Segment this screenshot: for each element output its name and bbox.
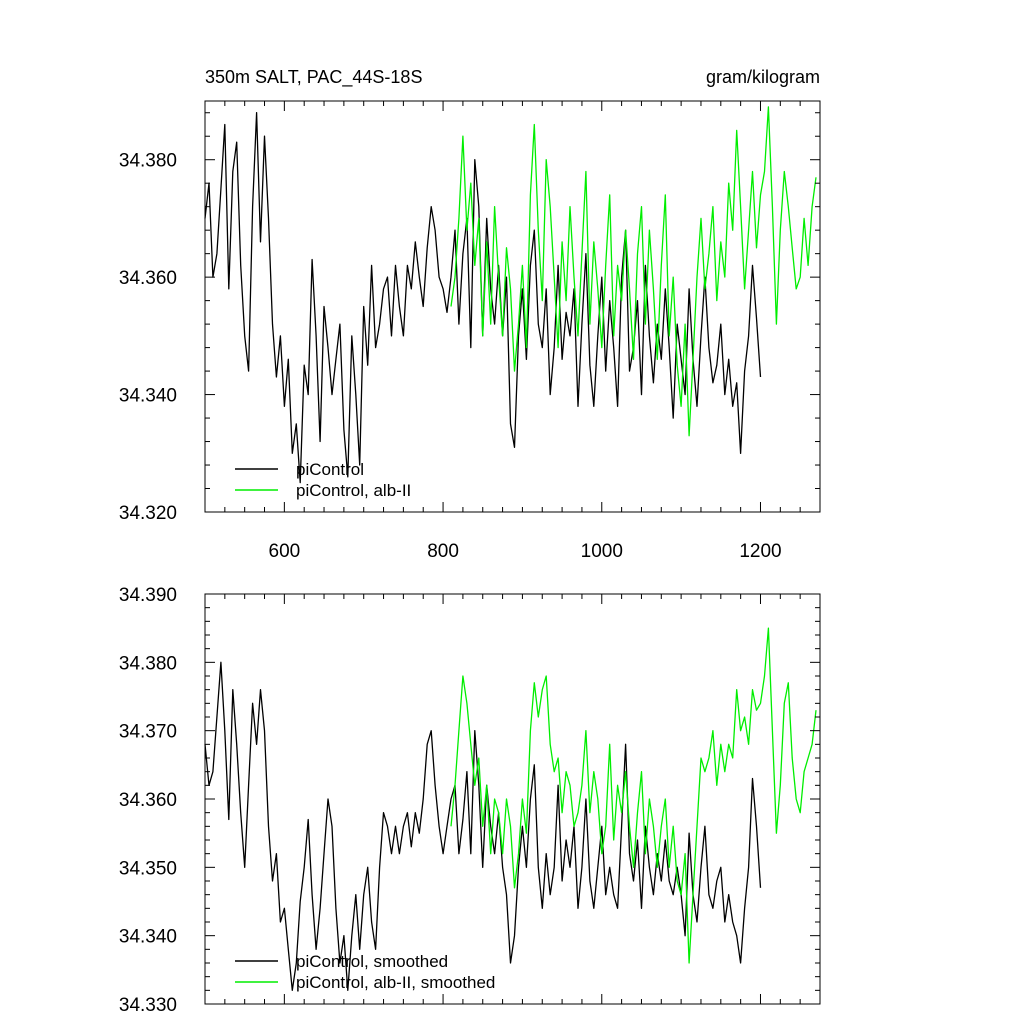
series-line-0-0 xyxy=(204,112,762,484)
series-line-0-1 xyxy=(450,106,817,437)
legend-label-alb-II-smoothed: piControl, alb-II, smoothed xyxy=(296,973,495,992)
top-plot-frame xyxy=(204,100,821,513)
units-label: gram/kilogram xyxy=(706,67,820,87)
chart-title: 350m SALT, PAC_44S-18S xyxy=(205,67,422,88)
x-tick-label: 1000 xyxy=(581,541,623,562)
y-tick-label: 34.360 xyxy=(119,790,177,811)
x-tick-label: 800 xyxy=(427,541,459,562)
y-tick-label: 34.330 xyxy=(119,995,177,1016)
top-series-group xyxy=(204,106,817,484)
top-panel: 350m SALT, PAC_44S-18S gram/kilogram 600… xyxy=(119,67,821,562)
bottom-series-group xyxy=(204,627,817,991)
legend-label-alb-II: piControl, alb-II xyxy=(296,481,411,500)
y-tick-label: 34.340 xyxy=(119,927,177,948)
x-tick-label: 600 xyxy=(269,541,301,562)
y-tick-label: 34.380 xyxy=(119,151,177,172)
y-tick-label: 34.380 xyxy=(119,653,177,674)
bottom-legend: piControl, smoothed piControl, alb-II, s… xyxy=(235,952,495,992)
top-legend: piControl piControl, alb-II xyxy=(235,460,411,500)
y-tick-label: 34.360 xyxy=(119,268,177,289)
y-tick-label: 34.320 xyxy=(119,503,177,524)
legend-label-piControl: piControl xyxy=(296,460,364,479)
x-tick-label: 1200 xyxy=(739,541,781,562)
bottom-panel: 34.330 34.340 34.350 34.360 34.370 34.380 34.3… xyxy=(119,585,821,1016)
y-tick-label: 34.340 xyxy=(119,386,177,407)
series-line-1-1 xyxy=(450,627,817,964)
legend-label-smoothed: piControl, smoothed xyxy=(296,952,448,971)
y-tick-label: 34.370 xyxy=(119,722,177,743)
y-tick-label: 34.350 xyxy=(119,858,177,879)
bottom-axis-ticks: 34.330 34.340 34.350 34.360 34.370 34.380 34.3… xyxy=(119,585,820,1016)
series-line-1-0 xyxy=(204,661,762,991)
y-tick-label: 34.390 xyxy=(119,585,177,606)
top-axis-ticks: 600 800 1000 1200 34.320 34.340 34.360 34.380 xyxy=(119,101,820,562)
